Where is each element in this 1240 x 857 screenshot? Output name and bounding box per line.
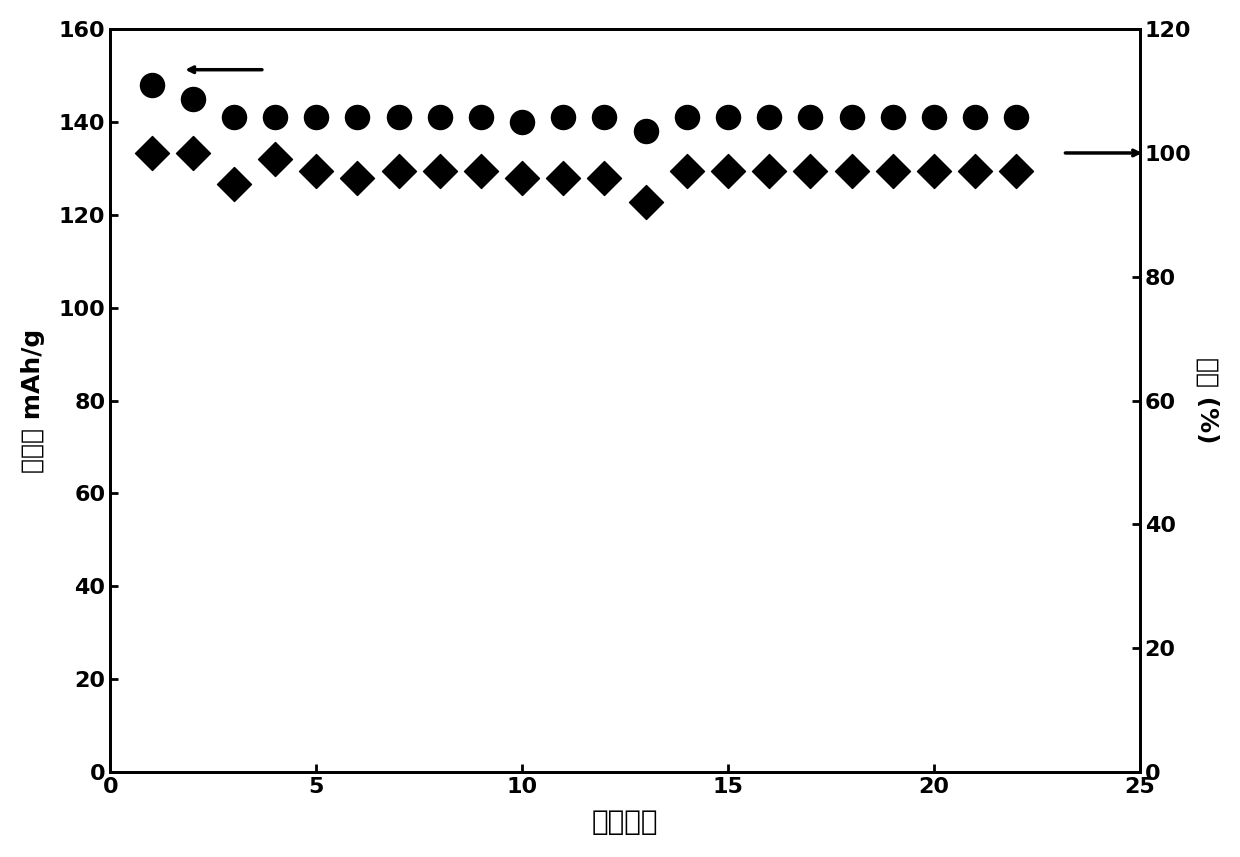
Y-axis label: 效率 (%): 效率 (%): [1195, 357, 1219, 444]
Point: [965, 111, 985, 124]
Point: [636, 124, 656, 138]
Point: [347, 171, 367, 184]
Point: [306, 165, 326, 178]
Point: [924, 165, 944, 178]
Point: [677, 165, 697, 178]
Point: [677, 111, 697, 124]
Point: [801, 111, 821, 124]
Point: [471, 111, 491, 124]
Point: [718, 111, 738, 124]
Point: [718, 165, 738, 178]
Point: [842, 165, 862, 178]
Point: [265, 152, 285, 165]
Point: [430, 111, 450, 124]
Point: [965, 165, 985, 178]
Point: [759, 111, 779, 124]
Point: [883, 111, 903, 124]
Point: [224, 177, 244, 190]
Point: [471, 165, 491, 178]
Point: [347, 111, 367, 124]
Point: [636, 195, 656, 209]
Point: [182, 92, 202, 105]
Point: [512, 115, 532, 129]
Point: [224, 111, 244, 124]
Point: [388, 165, 408, 178]
Point: [306, 111, 326, 124]
X-axis label: 循环次数: 循环次数: [591, 808, 658, 836]
Point: [265, 111, 285, 124]
Point: [594, 171, 614, 184]
Point: [801, 165, 821, 178]
Point: [1007, 111, 1027, 124]
Point: [141, 78, 161, 92]
Point: [553, 111, 573, 124]
Point: [759, 165, 779, 178]
Point: [388, 111, 408, 124]
Point: [883, 165, 903, 178]
Y-axis label: 比容量 mAh/g: 比容量 mAh/g: [21, 328, 45, 473]
Point: [182, 146, 202, 159]
Point: [512, 171, 532, 184]
Point: [553, 171, 573, 184]
Point: [430, 165, 450, 178]
Point: [1007, 165, 1027, 178]
Point: [924, 111, 944, 124]
Point: [842, 111, 862, 124]
Point: [594, 111, 614, 124]
Point: [141, 146, 161, 159]
